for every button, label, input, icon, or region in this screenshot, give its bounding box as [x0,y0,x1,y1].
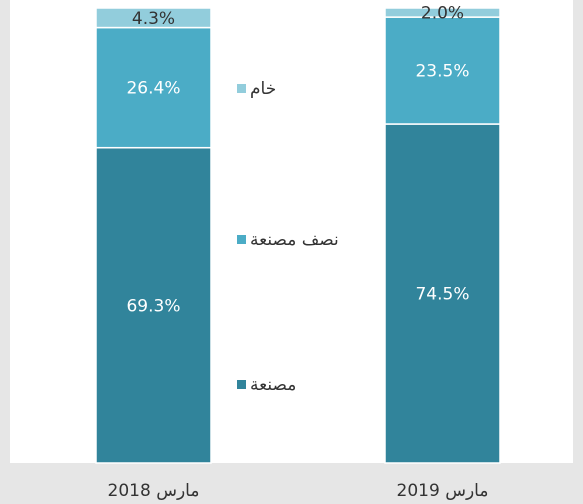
data-label: 26.4% [126,79,180,99]
legend-swatch [237,235,246,244]
bar-segment [384,123,501,464]
legend-label: نصف مصنعة [250,230,339,250]
legend-label: خام [250,79,276,99]
bar-segment [384,7,501,18]
data-label: 69.3% [126,296,180,316]
legend-swatch [237,380,246,389]
legend-swatch [237,84,246,93]
data-label: 4.3% [132,9,175,29]
data-label: 23.5% [415,62,469,82]
bar-segment [95,146,212,464]
legend-label: مصنعة [250,375,296,395]
data-label: 2.0% [421,4,464,24]
bar-segment [384,16,501,125]
data-label: 74.5% [415,285,469,305]
bar-segment [95,7,212,29]
bar-segment [95,26,212,149]
x-tick-label: مارس 2018 [108,481,200,501]
x-tick-label: مارس 2019 [397,481,489,501]
